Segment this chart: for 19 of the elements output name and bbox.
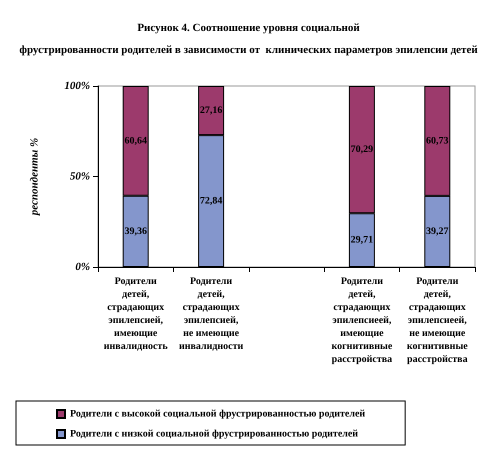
- x-tick-label: Родители детей, страдающих эпилепсиеей, имеющие когнитивные расстройства: [332, 276, 393, 365]
- y-axis-title: респонденты %: [28, 138, 40, 216]
- x-tick-label: Родители детей, страдающих эпилепсией, имеющие инвалидность: [104, 276, 168, 352]
- x-tick-label: Родители детей, страдающих эпилепсиеей, не имеющие когнитивные расстройства: [406, 276, 468, 365]
- x-tick-label: Родители детей, страдающих эпилепсией, не имеющие инвалидности: [178, 276, 244, 352]
- data-label: 60,64: [124, 135, 147, 146]
- data-label: 27,16: [200, 105, 222, 116]
- chart-title: Рисунок 4. Соотношение уровня социальной фрустрированности родителей в зависимости от клинических параметров эпилепсии детей: [19, 22, 478, 56]
- data-label: 60,73: [426, 135, 449, 146]
- y-tick-label: 0%: [75, 261, 90, 273]
- data-label: 39,36: [124, 226, 147, 237]
- data-label: 70,29: [350, 144, 374, 156]
- data-label: 39,27: [426, 226, 449, 237]
- legend-label: Родители с высокой социальной фрустрированностью родителей: [70, 408, 366, 420]
- y-tick-label: 100%: [64, 80, 90, 92]
- y-tick-label: 50%: [70, 170, 90, 182]
- legend-label: Родители с низкой социальной фрустрированностью родителей: [70, 428, 358, 440]
- data-label: 29,71: [350, 234, 374, 246]
- data-label: 72,84: [200, 196, 222, 207]
